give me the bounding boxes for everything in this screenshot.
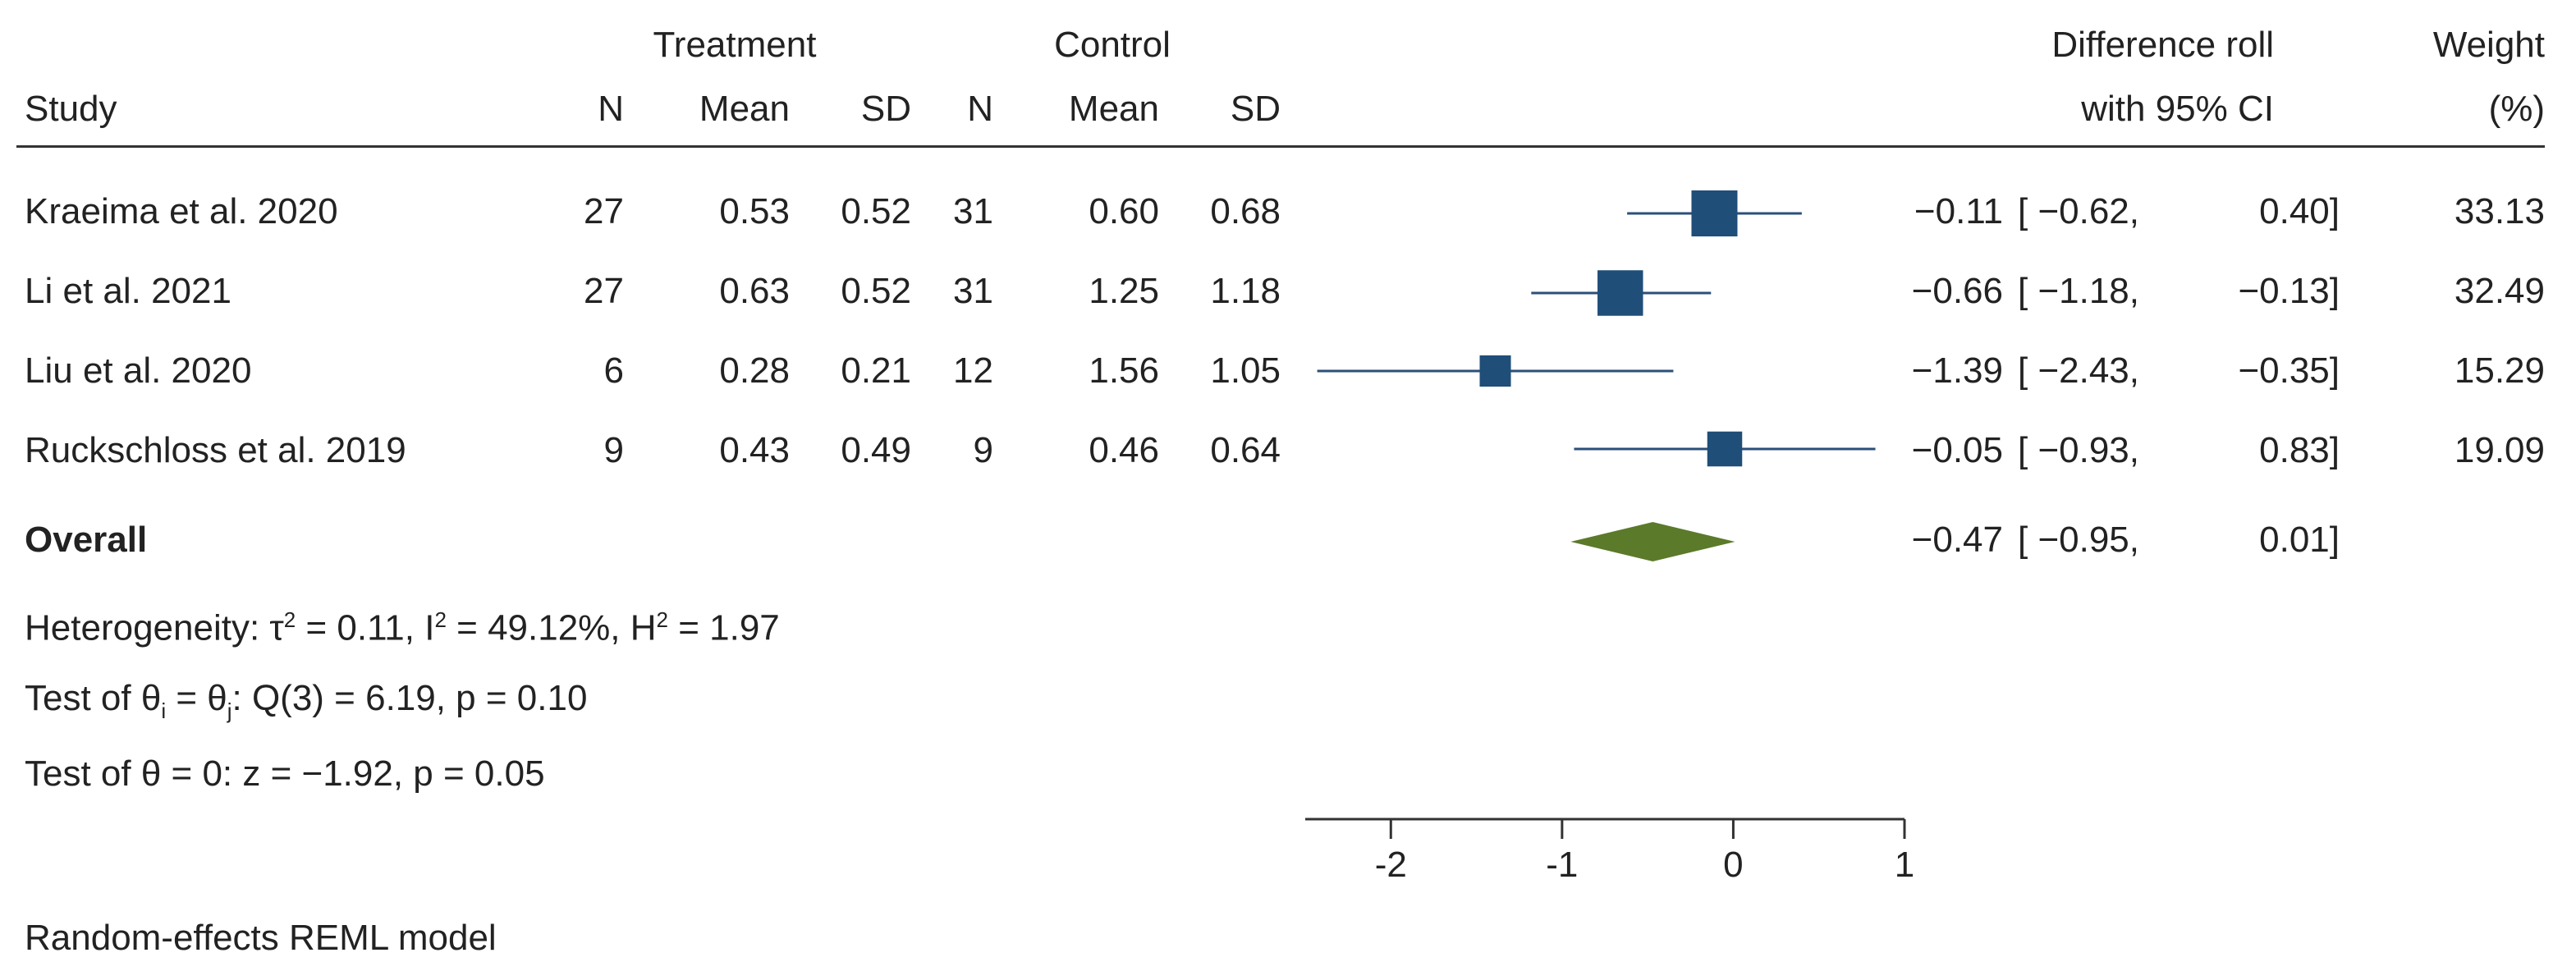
ci-upper: 0.40] — [2259, 191, 2340, 231]
control-n: 12 — [953, 350, 993, 391]
treatment-sd: 0.21 — [841, 350, 911, 391]
study-name: Kraeima et al. 2020 — [25, 191, 338, 231]
treatment-n: 9 — [603, 430, 624, 470]
effect-estimate: −0.66 — [1911, 271, 2003, 311]
header-control-n: N — [967, 89, 993, 129]
overall-effect-test: Test of θ = 0: z = −1.92, p = 0.05 — [25, 753, 545, 794]
control-n: 9 — [973, 430, 993, 470]
treatment-sd: 0.52 — [841, 191, 911, 231]
weight-value: 15.29 — [2454, 350, 2545, 391]
header-rule — [16, 145, 2545, 148]
effect-marker — [1691, 190, 1738, 236]
overall-ci-upper: 0.01] — [2259, 520, 2340, 560]
study-name: Ruckschloss et al. 2019 — [25, 430, 406, 470]
control-mean: 0.60 — [1089, 191, 1159, 231]
treatment-mean: 0.63 — [719, 271, 790, 311]
treatment-sd: 0.52 — [841, 271, 911, 311]
control-n: 31 — [953, 271, 993, 311]
header-effect-line1: Difference roll — [2051, 25, 2274, 65]
treatment-mean: 0.43 — [719, 430, 790, 470]
ci-lower: [ −2.43, — [2018, 350, 2140, 391]
overall-ci-lower: [ −0.95, — [2018, 520, 2140, 560]
control-mean: 0.46 — [1089, 430, 1159, 470]
ci-upper: 0.83] — [2259, 430, 2340, 470]
effect-estimate: −0.05 — [1911, 430, 2003, 470]
header-weight-line2: (%) — [2488, 89, 2545, 129]
x-tick-label: 1 — [1895, 845, 1914, 885]
control-sd: 0.64 — [1210, 430, 1281, 470]
header-study: Study — [25, 89, 117, 129]
treatment-mean: 0.53 — [719, 191, 790, 231]
header-treatment-mean: Mean — [699, 89, 790, 129]
effect-marker — [1707, 431, 1743, 467]
weight-value: 32.49 — [2454, 271, 2545, 311]
treatment-sd: 0.49 — [841, 430, 911, 470]
effect-marker — [1479, 355, 1511, 387]
x-tick-label: -1 — [1546, 845, 1578, 885]
ci-lower: [ −1.18, — [2018, 271, 2140, 311]
treatment-n: 27 — [584, 191, 624, 231]
ci-upper: −0.35] — [2238, 350, 2340, 391]
treatment-n: 27 — [584, 271, 624, 311]
control-mean: 1.56 — [1089, 350, 1159, 391]
model-footnote: Random-effects REML model — [25, 918, 497, 958]
header-control-sd: SD — [1230, 89, 1281, 129]
heterogeneity-stats: Heterogeneity: τ2 = 0.11, I2 = 49.12%, H… — [25, 607, 780, 648]
overall-diamond — [1570, 522, 1735, 561]
effect-marker — [1597, 270, 1643, 316]
ci-lower: [ −0.62, — [2018, 191, 2140, 231]
overall-label: Overall — [25, 520, 148, 560]
x-tick-label: -2 — [1375, 845, 1407, 885]
control-n: 31 — [953, 191, 993, 231]
homogeneity-test: Test of θi = θj: Q(3) = 6.19, p = 0.10 — [25, 678, 588, 723]
ci-lower: [ −0.93, — [2018, 430, 2140, 470]
header-treatment-n: N — [598, 89, 624, 129]
overall-estimate: −0.47 — [1911, 520, 2003, 560]
header-control: Control — [1054, 25, 1171, 65]
header-control-mean: Mean — [1068, 89, 1159, 129]
x-tick-label: 0 — [1723, 845, 1743, 885]
control-sd: 1.18 — [1210, 271, 1281, 311]
header-weight-line1: Weight — [2432, 25, 2545, 65]
header-treatment: Treatment — [653, 25, 817, 65]
study-name: Liu et al. 2020 — [25, 350, 252, 391]
header-treatment-sd: SD — [860, 89, 911, 129]
effect-estimate: −1.39 — [1911, 350, 2003, 391]
treatment-n: 6 — [603, 350, 624, 391]
effect-estimate: −0.11 — [1914, 191, 2003, 231]
treatment-mean: 0.28 — [719, 350, 790, 391]
study-name: Li et al. 2021 — [25, 271, 231, 311]
control-sd: 0.68 — [1210, 191, 1281, 231]
header-effect-line2: with 95% CI — [2081, 89, 2274, 129]
control-sd: 1.05 — [1210, 350, 1281, 391]
ci-upper: −0.13] — [2238, 271, 2340, 311]
weight-value: 33.13 — [2454, 191, 2545, 231]
weight-value: 19.09 — [2454, 430, 2545, 470]
control-mean: 1.25 — [1089, 271, 1159, 311]
